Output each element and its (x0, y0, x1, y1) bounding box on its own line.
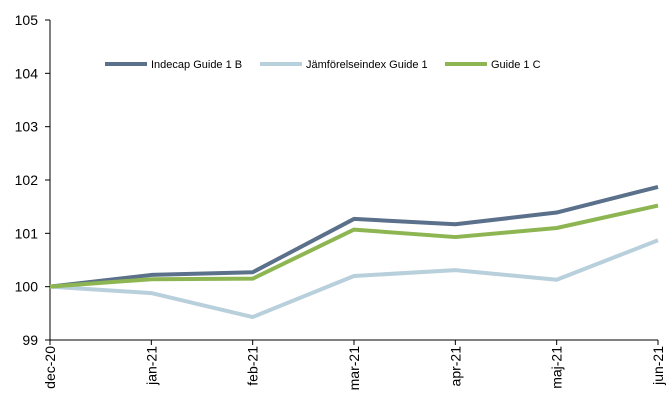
legend-label: Jämförelseindex Guide 1 (306, 59, 428, 71)
x-tick-label: apr-21 (447, 346, 463, 387)
legend-label: Indecap Guide 1 B (151, 59, 242, 71)
series-line (49, 203, 659, 289)
x-tick-label: mar-21 (346, 346, 362, 391)
y-tick-label: 99 (22, 332, 38, 348)
x-tick-label: dec-20 (42, 346, 58, 389)
x-tick-label: jan-21 (143, 346, 159, 386)
x-tick-label: maj-21 (549, 346, 565, 389)
x-tick-label: feb-21 (245, 346, 261, 386)
series-line (49, 184, 659, 289)
x-tick-label: jun-21 (650, 346, 666, 386)
y-tick-label: 100 (15, 279, 39, 295)
y-tick-label: 105 (15, 12, 39, 28)
legend-label: Guide 1 C (491, 59, 541, 71)
y-tick-label: 103 (15, 119, 39, 135)
y-tick-label: 101 (15, 225, 39, 241)
series-line (49, 238, 659, 320)
y-tick-label: 102 (15, 172, 39, 188)
y-tick-label: 104 (15, 65, 39, 81)
